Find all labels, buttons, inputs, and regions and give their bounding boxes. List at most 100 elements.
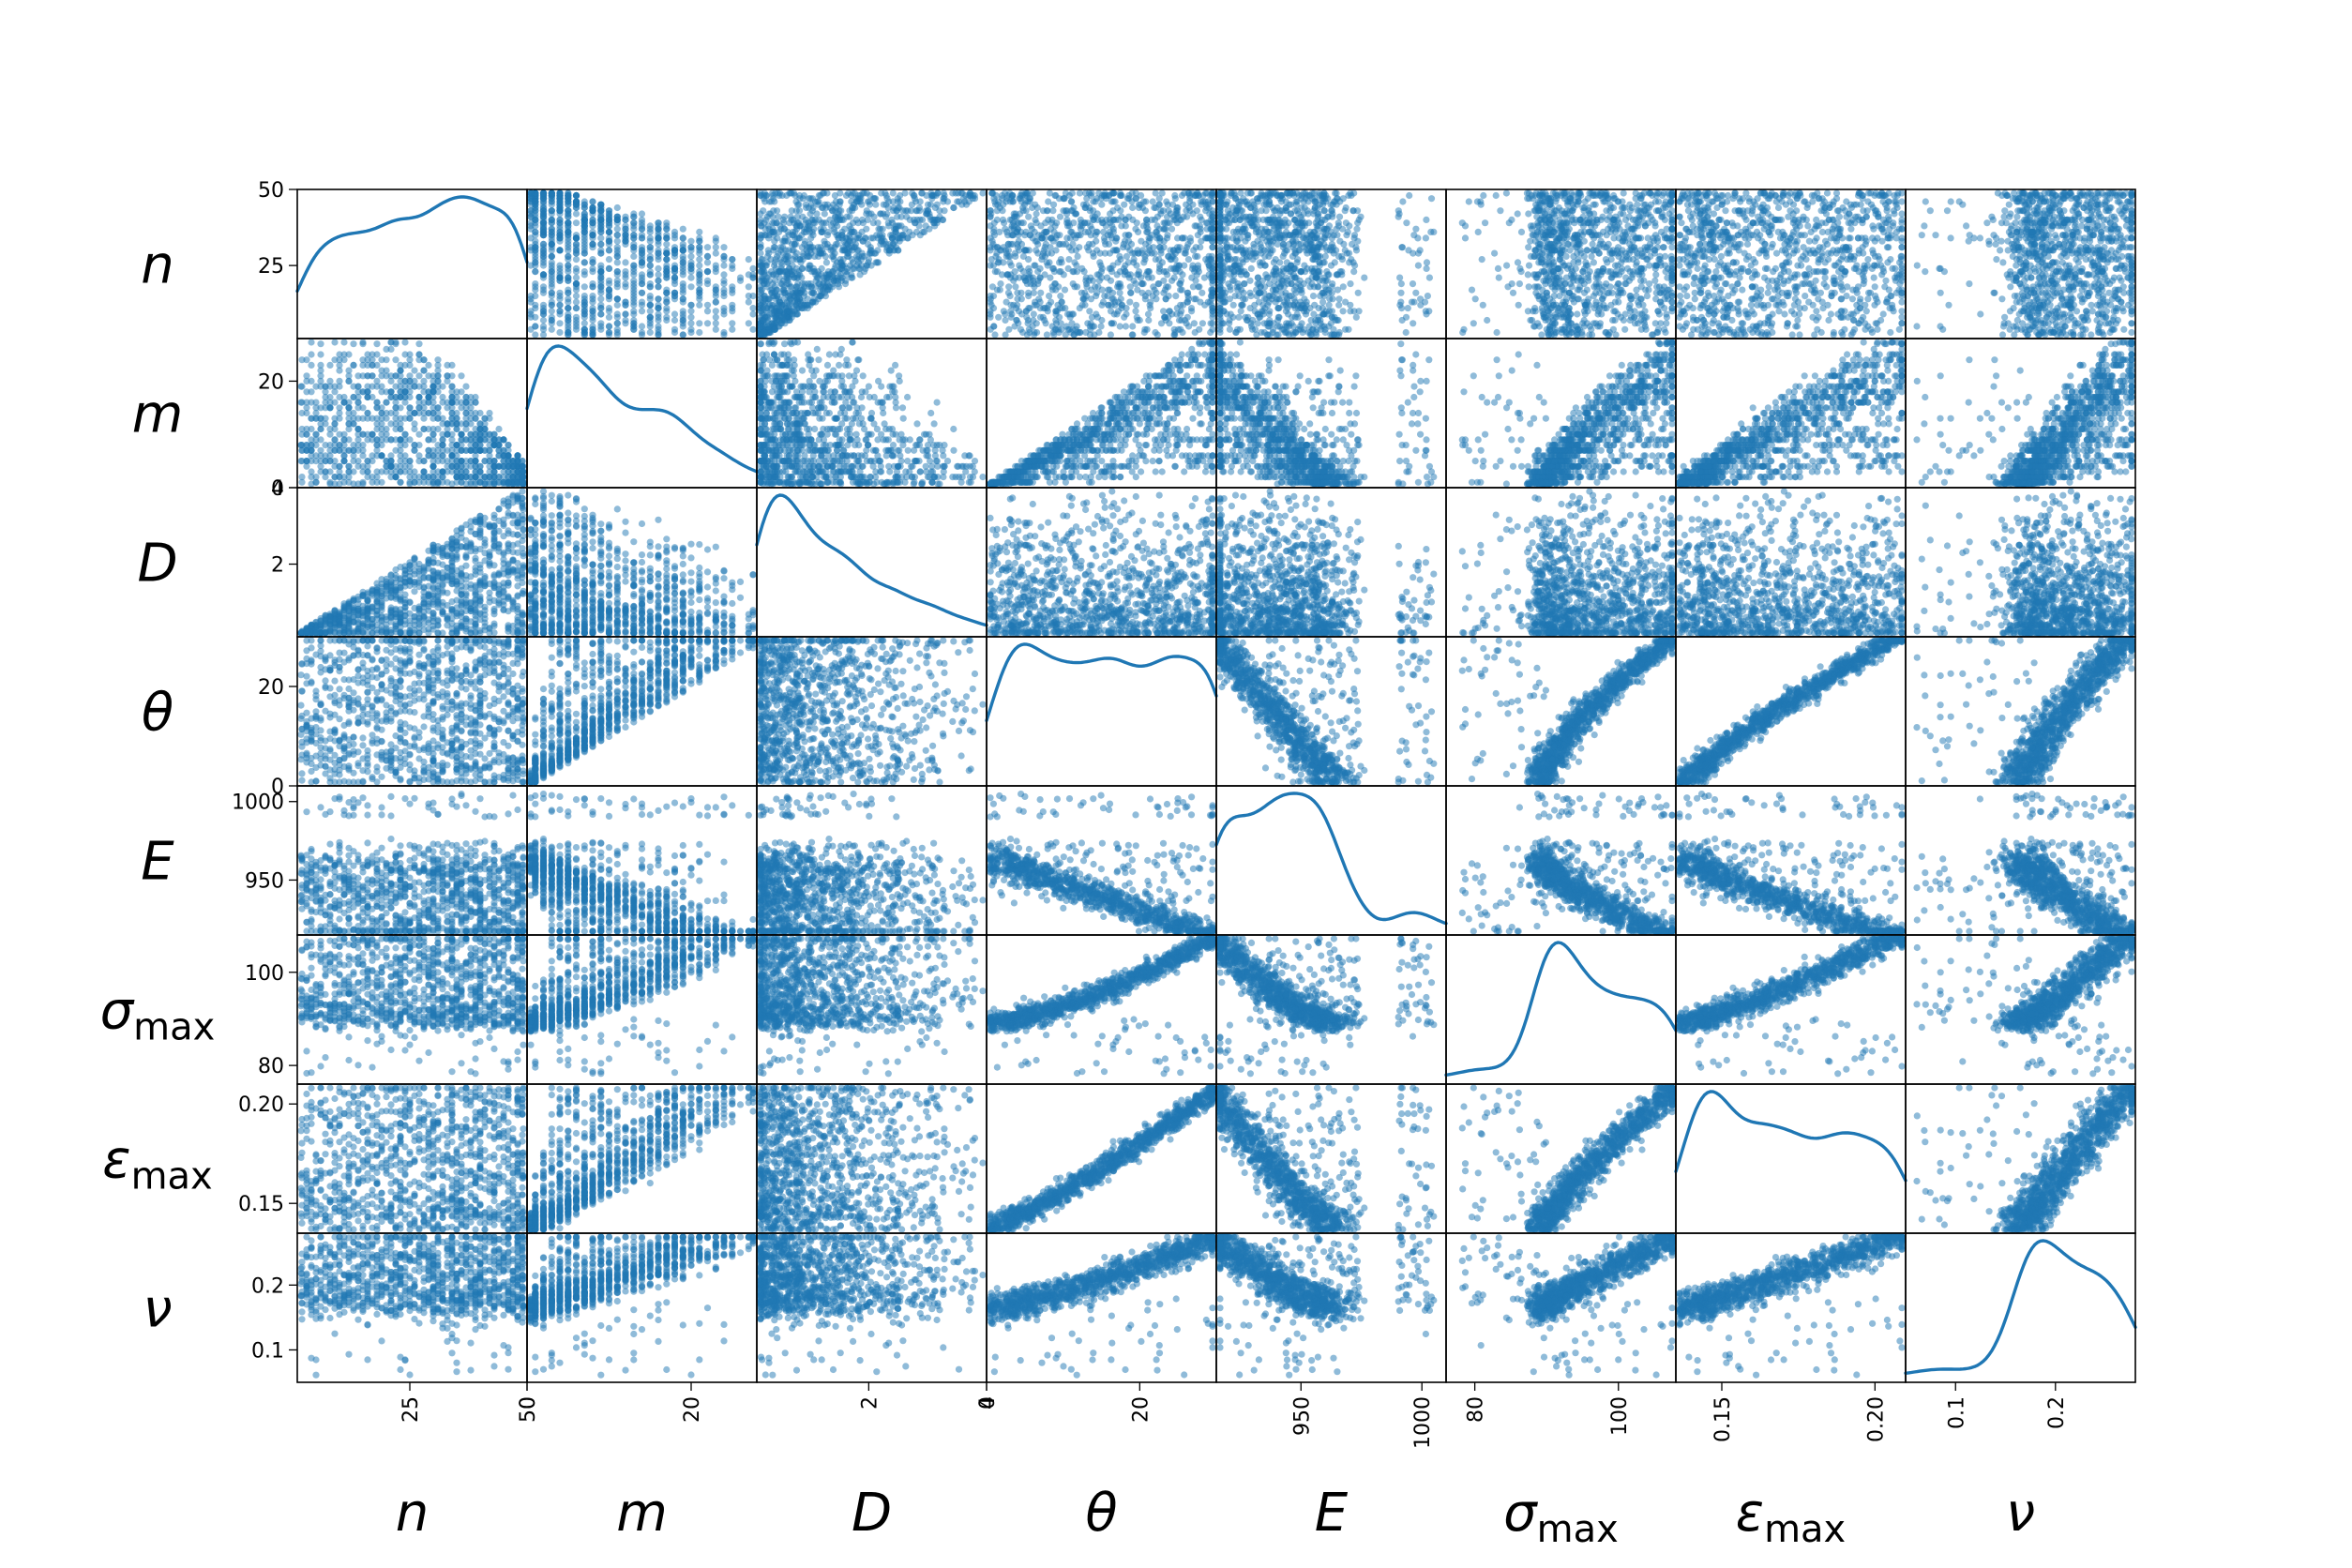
data-point <box>671 265 678 272</box>
data-point <box>639 323 645 329</box>
data-point <box>663 256 670 263</box>
data-point <box>549 302 555 309</box>
data-point <box>597 287 604 294</box>
data-point <box>589 256 596 263</box>
data-point <box>749 326 756 333</box>
data-point <box>540 331 547 338</box>
data-point <box>757 244 763 250</box>
data-point <box>647 256 654 263</box>
data-point <box>556 204 563 211</box>
data-point <box>696 247 702 253</box>
data-point <box>614 283 621 290</box>
data-point <box>720 244 727 250</box>
data-point <box>663 308 670 314</box>
data-point <box>556 234 563 241</box>
data-point <box>532 323 538 329</box>
data-point <box>614 232 621 238</box>
data-point <box>639 308 645 314</box>
data-point <box>606 229 612 235</box>
data-point <box>639 329 645 336</box>
data-point <box>540 247 547 253</box>
data-point <box>704 253 711 260</box>
data-point <box>639 210 645 217</box>
data-point <box>696 263 702 269</box>
data-point <box>687 302 694 309</box>
data-point <box>713 308 719 314</box>
data-point <box>549 247 555 253</box>
data-point <box>696 290 702 296</box>
data-point <box>614 302 621 309</box>
data-point <box>573 305 580 311</box>
data-point <box>663 271 670 278</box>
data-point <box>622 241 628 248</box>
data-point <box>606 207 612 214</box>
data-point <box>622 217 628 223</box>
data-point <box>597 275 604 281</box>
data-point <box>565 299 571 306</box>
data-point <box>556 247 563 253</box>
data-point <box>622 271 628 278</box>
data-point <box>749 310 756 317</box>
data-point <box>606 295 612 302</box>
data-point <box>713 314 719 321</box>
data-point <box>565 207 571 214</box>
data-point <box>671 295 678 302</box>
data-point <box>878 189 884 196</box>
data-point <box>655 234 661 241</box>
data-point <box>680 234 686 241</box>
data-point <box>606 247 612 253</box>
data-point <box>687 283 694 290</box>
data-point <box>606 331 612 338</box>
data-point <box>729 320 735 326</box>
data-point <box>622 310 628 317</box>
data-point <box>565 314 571 321</box>
data-point <box>647 323 654 329</box>
data-point <box>713 287 719 294</box>
data-point <box>713 320 719 326</box>
data-point <box>589 295 596 302</box>
data-point <box>581 241 588 248</box>
data-point <box>680 308 686 314</box>
data-point <box>729 308 735 314</box>
data-point <box>630 283 637 290</box>
data-point <box>573 219 580 226</box>
data-point <box>680 290 686 296</box>
data-point <box>597 268 604 275</box>
data-point <box>749 293 756 299</box>
data-point <box>630 253 637 260</box>
data-point <box>573 280 580 287</box>
data-point <box>729 256 735 263</box>
data-point <box>565 320 571 326</box>
data-point <box>713 263 719 269</box>
data-point <box>671 290 678 296</box>
data-point <box>720 271 727 278</box>
data-point <box>549 290 555 296</box>
data-point <box>622 226 628 233</box>
data-point <box>549 189 555 196</box>
data-point <box>556 263 563 269</box>
data-point <box>749 305 756 311</box>
data-point <box>549 259 555 265</box>
data-point <box>655 250 661 257</box>
data-point <box>565 202 571 208</box>
data-point <box>614 238 621 245</box>
data-point <box>696 302 702 309</box>
data-point <box>647 293 654 299</box>
data-point <box>630 247 637 253</box>
data-point <box>606 219 612 226</box>
data-point <box>540 323 547 329</box>
data-point <box>704 278 711 284</box>
data-point <box>556 189 563 196</box>
data-point <box>540 229 547 235</box>
data-point <box>581 217 588 223</box>
data-point <box>540 290 547 296</box>
data-point <box>622 317 628 324</box>
data-point <box>729 302 735 309</box>
data-point <box>614 217 621 223</box>
data-point <box>687 265 694 272</box>
data-point <box>527 293 534 299</box>
data-point <box>549 265 555 272</box>
data-point <box>671 232 678 238</box>
data-point <box>573 293 580 299</box>
